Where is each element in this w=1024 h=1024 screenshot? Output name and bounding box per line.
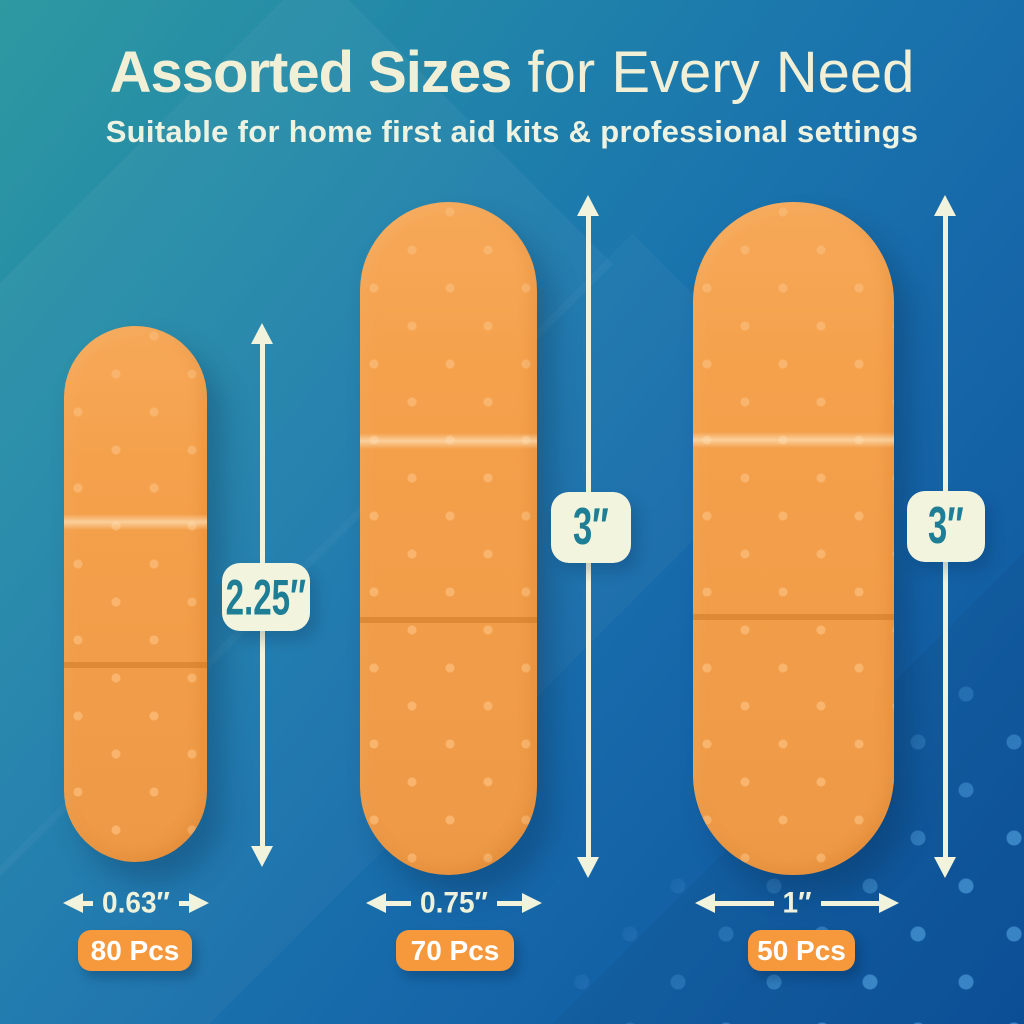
arrow-down-icon — [934, 857, 956, 878]
page-title-light: for Every Need — [511, 40, 915, 105]
arrow-shaft — [83, 900, 94, 906]
arrow-right-icon — [189, 893, 210, 913]
width-value-medium: 0.75″ — [420, 886, 488, 919]
bandage-pad-edge-line — [360, 617, 537, 623]
arrow-shaft — [820, 900, 880, 906]
width-arrow-large: 1″ — [695, 886, 900, 919]
page-title: Assorted Sizes for Every Need — [0, 44, 1024, 102]
height-value-small: 2.25″ — [225, 568, 307, 626]
page-title-bold: Assorted Sizes — [109, 40, 513, 105]
width-value-small: 0.63″ — [102, 886, 170, 919]
arrow-shaft — [386, 900, 412, 906]
bandage-large — [693, 202, 894, 875]
width-value-large: 1″ — [782, 886, 812, 919]
arrow-down-icon — [577, 857, 599, 878]
arrow-left-icon — [63, 893, 83, 913]
bandage-medium — [360, 202, 537, 875]
bandage-pad-edge-line — [64, 662, 207, 668]
arrow-shaft — [178, 900, 190, 906]
page-subtitle: Suitable for home first aid kits & profe… — [105, 114, 919, 149]
arrow-up-icon — [251, 323, 273, 344]
count-badge-medium: 70 Pcs — [396, 930, 514, 971]
arrow-up-icon — [577, 195, 599, 216]
arrow-down-icon — [251, 846, 273, 867]
count-badge-small: 80 Pcs — [78, 930, 192, 971]
arrow-shaft — [496, 900, 523, 906]
bandage-pad-highlight — [64, 514, 207, 530]
height-label-small: 2.25″ — [222, 563, 310, 631]
height-label-large: 3″ — [907, 491, 985, 562]
height-value-large: 3″ — [928, 497, 964, 556]
arrow-right-icon — [522, 893, 543, 913]
arrow-left-icon — [366, 893, 386, 913]
arrow-up-icon — [934, 195, 956, 216]
arrow-left-icon — [695, 893, 715, 913]
height-value-medium: 3″ — [573, 498, 609, 557]
arrow-shaft — [715, 900, 774, 906]
arrow-right-icon — [879, 893, 900, 913]
height-label-medium: 3″ — [551, 492, 631, 563]
width-arrow-medium: 0.75″ — [366, 886, 543, 919]
bandage-small — [64, 326, 207, 862]
bandage-pad-edge-line — [693, 614, 894, 620]
width-arrow-small: 0.63″ — [63, 886, 210, 919]
bandage-pad-highlight — [693, 432, 894, 448]
bandage-pad-highlight — [360, 433, 537, 449]
count-badge-large: 50 Pcs — [748, 930, 855, 971]
